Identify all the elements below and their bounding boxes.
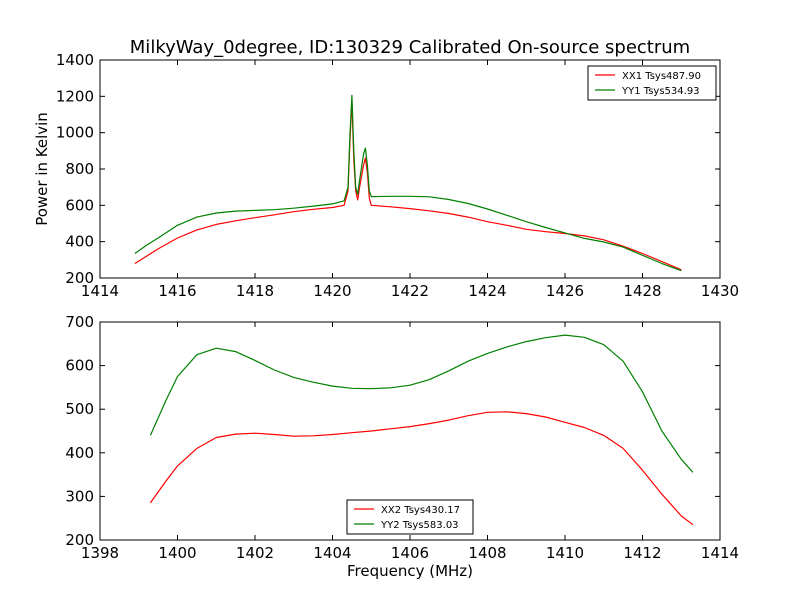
top-legend-label: YY1 Tsys534.93 — [621, 86, 700, 97]
top-y-tick-label: 1000 — [56, 124, 94, 142]
bottom-series-line-1 — [149, 411, 694, 526]
top-x-tick-label: 1414 — [81, 282, 119, 300]
top-plot: 1414 1416 1418 1420 1422 1424 1426 1428 1430 200 4… — [33, 51, 739, 300]
top-series-line-2 — [134, 94, 682, 272]
bottom-x-tick-label: 1410 — [546, 544, 584, 562]
bottom-legend-label: YY2 Tsys583.03 — [380, 520, 459, 531]
bottom-x-tick-label: 1406 — [391, 544, 429, 562]
bottom-legend-box — [346, 499, 474, 535]
top-y-tick-label: 800 — [65, 160, 94, 178]
bottom-x-tick-label: 1402 — [236, 544, 274, 562]
top-series-line-1 — [134, 100, 682, 271]
bottom-x-tick-label: 1412 — [623, 544, 661, 562]
bottom-x-axis-label: Frequency (MHz) — [347, 562, 473, 580]
bottom-plot: 1398 1400 1402 1404 1406 1408 1410 1412 1414 200 3… — [65, 313, 739, 580]
top-x-tick-label: 1416 — [158, 282, 196, 300]
top-x-tick-label: 1422 — [391, 282, 429, 300]
bottom-legend-label: XX2 Tsys430.17 — [381, 505, 460, 516]
bottom-y-tick-label: 200 — [65, 531, 94, 549]
bottom-series-line-2 — [149, 334, 694, 473]
top-x-tick-label: 1426 — [546, 282, 584, 300]
bottom-x-tick-label: 1398 — [81, 544, 119, 562]
bottom-y-tick-label: 500 — [65, 400, 94, 418]
chart-title: MilkyWay_0degree, ID:130329 Calibrated O… — [130, 37, 690, 58]
bottom-y-tick-label: 700 — [65, 313, 94, 331]
bottom-x-tick-label: 1414 — [701, 544, 739, 562]
top-legend-box — [587, 65, 717, 101]
bottom-x-tick-label: 1400 — [158, 544, 196, 562]
top-y-tick-label: 200 — [65, 269, 94, 287]
top-x-tick-label: 1428 — [623, 282, 661, 300]
bottom-y-tick-label: 600 — [65, 357, 94, 375]
top-y-tick-label: 1200 — [56, 87, 94, 105]
top-x-tick-label: 1420 — [313, 282, 351, 300]
top-x-tick-label: 1424 — [468, 282, 506, 300]
bottom-x-tick-label: 1408 — [468, 544, 506, 562]
top-y-axis-label: Power in Kelvin — [33, 112, 51, 226]
top-legend: XX1 Tsys487.90 YY1 Tsys534.93 — [587, 65, 717, 101]
top-y-tick-label: 400 — [65, 233, 94, 251]
top-x-tick-label: 1430 — [701, 282, 739, 300]
bottom-legend: XX2 Tsys430.17 YY2 Tsys583.03 — [346, 499, 474, 535]
bottom-y-tick-label: 400 — [65, 444, 94, 462]
top-y-tick-label: 1400 — [56, 51, 94, 69]
bottom-y-tick-label: 300 — [65, 487, 94, 505]
top-legend-label: XX1 Tsys487.90 — [622, 71, 701, 82]
top-y-tick-label: 600 — [65, 196, 94, 214]
top-x-tick-label: 1418 — [236, 282, 274, 300]
bottom-x-tick-label: 1404 — [313, 544, 351, 562]
